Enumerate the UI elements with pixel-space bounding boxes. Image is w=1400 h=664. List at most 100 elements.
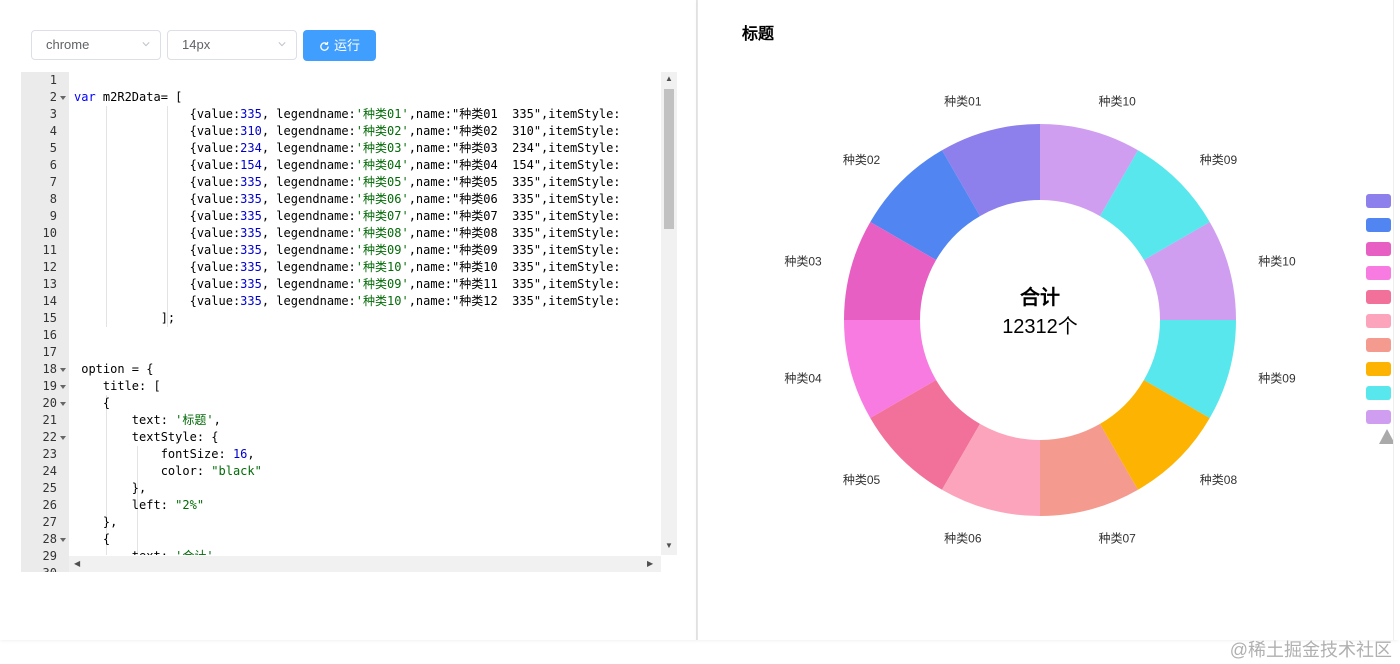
center-total-value: 12312个 (1002, 315, 1078, 338)
donut-slice[interactable] (942, 423, 1040, 516)
donut-slice[interactable] (870, 380, 980, 490)
line-number: 19 (42, 379, 57, 393)
code-line: {value:335, legendname:'种类01',name:"种类01… (74, 107, 621, 121)
line-number: 28 (42, 532, 57, 546)
line-number: 15 (42, 311, 57, 325)
code-line: {value:234, legendname:'种类03',name:"种类03… (74, 141, 621, 155)
code-line: {value:310, legendname:'种类02',name:"种类02… (74, 124, 621, 138)
line-number: 2 (49, 90, 57, 104)
scroll-down-arrow-icon[interactable]: ▼ (665, 541, 673, 550)
donut-slice[interactable] (844, 320, 937, 418)
horizontal-scrollbar[interactable]: ◀ ▶ (69, 556, 661, 572)
code-line: }, (74, 481, 147, 495)
line-number: 21 (42, 413, 57, 427)
line-number: 12 (42, 260, 57, 274)
scroll-up-arrow-icon[interactable]: ▲ (665, 74, 673, 83)
legend-swatch[interactable] (1366, 194, 1391, 208)
slice-label: 种类10 (1258, 255, 1296, 269)
code-line: {value:335, legendname:'种类09',name:"种类09… (74, 243, 621, 257)
code-line: {value:335, legendname:'种类08',name:"种类08… (74, 226, 621, 240)
code-line: textStyle: { (74, 430, 219, 444)
legend-swatch[interactable] (1366, 386, 1391, 400)
line-number: 13 (42, 277, 57, 291)
line-number: 30 (21, 565, 57, 572)
font-size-select-value: 14px (182, 37, 211, 52)
slice-label: 种类08 (1200, 473, 1238, 487)
line-number: 8 (49, 192, 57, 206)
legend-swatch[interactable] (1366, 362, 1391, 376)
donut-slice[interactable] (1040, 423, 1138, 516)
fold-arrow-icon[interactable] (60, 384, 66, 390)
code-editor[interactable]: 1 2 3 4 5 6 7 8 9 10 11 12 13 14 15 16 17 18 19 20 21 22 23 24 2… (21, 72, 677, 572)
donut-slice[interactable] (844, 222, 937, 320)
legend-swatch[interactable] (1366, 218, 1391, 232)
line-number: 14 (42, 294, 57, 308)
slice-label: 种类09 (1200, 153, 1238, 167)
indent-guide (106, 106, 107, 327)
chevron-down-icon (142, 42, 150, 47)
line-number: 5 (49, 141, 57, 155)
donut-slice[interactable] (942, 124, 1040, 217)
legend-swatch[interactable] (1366, 266, 1391, 280)
donut-slice[interactable] (1040, 124, 1138, 217)
donut-slices (844, 124, 1236, 516)
donut-slice[interactable] (1143, 222, 1236, 320)
fold-arrow-icon[interactable] (60, 435, 66, 441)
code-line: {value:154, legendname:'种类04',name:"种类04… (74, 158, 621, 172)
browser-select[interactable]: chrome (31, 30, 161, 60)
slice-label: 种类09 (1258, 371, 1296, 385)
fold-arrow-icon[interactable] (60, 367, 66, 373)
font-size-select[interactable]: 14px (167, 30, 297, 60)
code-line: text: '合计', (74, 548, 221, 555)
legend-swatch[interactable] (1366, 338, 1391, 352)
code-line: { (74, 396, 111, 410)
run-button[interactable]: 运行 (303, 30, 376, 61)
code-line: title: [ (74, 379, 161, 393)
line-number: 7 (49, 175, 57, 189)
line-number: 4 (49, 124, 57, 138)
legend-swatch[interactable] (1366, 242, 1391, 256)
code-line: }, (74, 515, 118, 529)
code-line: {value:335, legendname:'种类10',name:"种类12… (74, 294, 621, 308)
code-line: left: "2%" (74, 498, 205, 512)
code-line: fontSize: 16, (74, 447, 255, 461)
code-line: text: '标题', (74, 413, 221, 427)
code-line: color: "black" (74, 464, 262, 478)
code-line: var m2R2Data= [ (74, 90, 183, 104)
donut-slice[interactable] (870, 150, 980, 260)
line-number: 27 (42, 515, 57, 529)
fold-arrow-icon[interactable] (60, 95, 66, 101)
line-number: 11 (42, 243, 57, 257)
donut-slice[interactable] (1100, 150, 1210, 260)
line-number: 6 (49, 158, 57, 172)
line-number: 3 (49, 107, 57, 121)
vertical-scroll-thumb[interactable] (664, 89, 674, 229)
legend-swatch[interactable] (1366, 290, 1391, 304)
line-number: 22 (42, 430, 57, 444)
scroll-left-arrow-icon[interactable]: ◀ (74, 559, 81, 568)
slice-label: 种类06 (944, 531, 982, 545)
legend-swatch[interactable] (1366, 314, 1391, 328)
scroll-right-arrow-icon[interactable]: ▶ (647, 559, 654, 568)
code-area[interactable]: var m2R2Data= [ {value:335, legendname:'… (74, 72, 660, 555)
code-line: {value:335, legendname:'种类05',name:"种类05… (74, 175, 621, 189)
slice-label: 种类05 (843, 473, 881, 487)
code-line: ]; (74, 311, 176, 325)
donut-slice[interactable] (1100, 380, 1210, 490)
code-line: {value:335, legendname:'种类06',name:"种类06… (74, 192, 621, 206)
browser-select-value: chrome (46, 37, 90, 52)
line-number: 23 (42, 447, 57, 461)
legend-swatch[interactable] (1366, 410, 1391, 424)
center-total-title: 合计 (1020, 285, 1060, 309)
slice-label: 种类03 (784, 255, 822, 269)
slice-label: 种类10 (1098, 95, 1136, 109)
fold-arrow-icon[interactable] (60, 401, 66, 407)
vertical-scrollbar[interactable]: ▲ ▼ (661, 72, 677, 555)
donut-slice[interactable] (1143, 320, 1236, 418)
line-number: 25 (42, 481, 57, 495)
legend-scroll-up-icon[interactable] (1379, 429, 1395, 444)
fold-arrow-icon[interactable] (60, 537, 66, 543)
line-number: 20 (42, 396, 57, 410)
chart-title: 标题 (742, 26, 775, 43)
slice-label: 种类02 (843, 153, 881, 167)
